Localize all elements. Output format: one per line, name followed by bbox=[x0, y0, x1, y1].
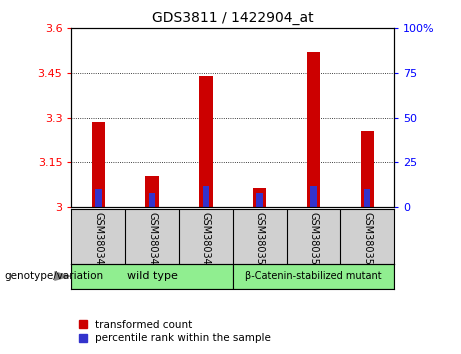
Text: GSM380351: GSM380351 bbox=[308, 212, 319, 270]
Bar bbox=[307, 52, 320, 207]
Text: GSM380349: GSM380349 bbox=[201, 212, 211, 270]
Text: GSM380347: GSM380347 bbox=[93, 212, 103, 270]
Bar bbox=[361, 131, 374, 207]
Bar bbox=[233, 264, 394, 289]
Bar bbox=[145, 176, 159, 207]
Title: GDS3811 / 1422904_at: GDS3811 / 1422904_at bbox=[152, 11, 313, 24]
Bar bbox=[71, 264, 233, 289]
Bar bbox=[149, 193, 155, 207]
Bar bbox=[203, 185, 209, 207]
Bar bbox=[256, 193, 263, 207]
Text: β-Catenin-stabilized mutant: β-Catenin-stabilized mutant bbox=[245, 271, 382, 281]
Bar bbox=[310, 185, 317, 207]
Text: wild type: wild type bbox=[127, 271, 177, 281]
Bar bbox=[364, 189, 371, 207]
Text: GSM380352: GSM380352 bbox=[362, 212, 372, 271]
Bar bbox=[95, 189, 101, 207]
Polygon shape bbox=[54, 271, 72, 281]
Text: GSM380350: GSM380350 bbox=[254, 212, 265, 270]
Legend: transformed count, percentile rank within the sample: transformed count, percentile rank withi… bbox=[77, 318, 273, 345]
Bar bbox=[199, 76, 213, 207]
Bar bbox=[253, 188, 266, 207]
Text: GSM380348: GSM380348 bbox=[147, 212, 157, 270]
Text: genotype/variation: genotype/variation bbox=[5, 271, 104, 281]
Bar bbox=[92, 122, 105, 207]
